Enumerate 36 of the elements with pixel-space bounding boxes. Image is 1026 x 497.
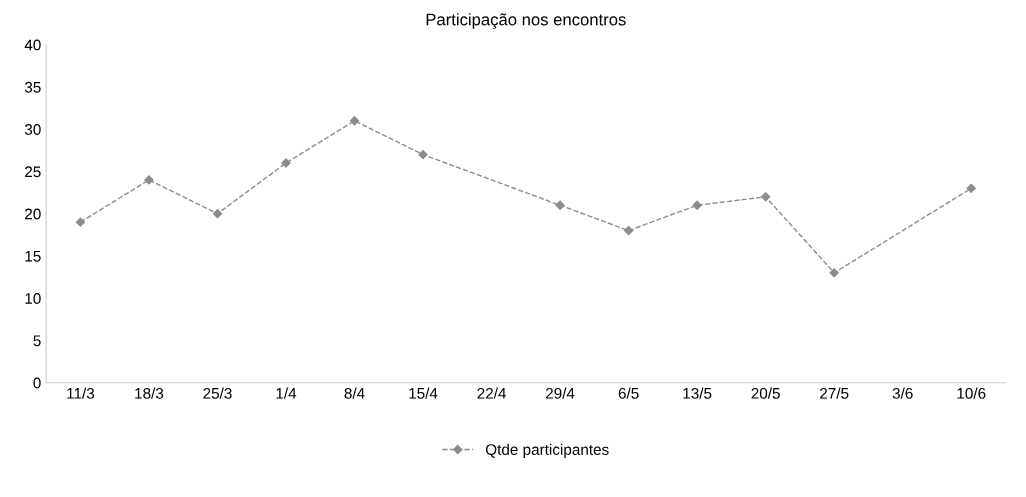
x-tick-label: 1/4 (276, 387, 297, 399)
point (349, 116, 360, 126)
y-tick-label: 40 (24, 39, 41, 51)
point (555, 200, 565, 210)
legend-label: Qtde participantes (485, 443, 609, 458)
point (212, 209, 223, 219)
point (144, 175, 154, 185)
point (418, 149, 428, 160)
x-tick-label: 18/3 (135, 387, 164, 399)
x-tick-label: 13/5 (683, 387, 712, 399)
point (623, 225, 634, 236)
point (761, 192, 771, 202)
chart-title: Participação nos encontros (426, 13, 626, 29)
x-tick-label: 15/4 (409, 387, 438, 399)
y-tick-label: 30 (24, 124, 41, 135)
y-tick-label: 15 (25, 250, 41, 262)
y-tick-label: 10 (25, 293, 41, 304)
y-tick-label: 5 (33, 335, 41, 347)
x-tick-label: 20/5 (751, 387, 780, 399)
y-tick-label: 25 (25, 166, 41, 178)
point (75, 217, 86, 227)
x-tick-label: 8/4 (344, 387, 365, 399)
x-tick-label: 27/5 (820, 387, 849, 399)
point (829, 268, 839, 278)
y-tick-label: 20 (25, 208, 41, 220)
x-tick-label: 25/3 (203, 387, 232, 399)
y-tick-label: 35 (24, 81, 41, 93)
x-tick-label: 6/5 (618, 387, 639, 399)
point (692, 200, 702, 210)
x-tick-label: 22/4 (477, 387, 506, 399)
x-tick-label: 11/3 (67, 387, 95, 399)
x-tick-label: 29/4 (545, 387, 575, 399)
y-tick-label: 0 (33, 377, 41, 389)
x-tick-label: 10/6 (957, 387, 986, 399)
x-tick-label: 3/6 (892, 387, 913, 399)
point (966, 183, 976, 193)
